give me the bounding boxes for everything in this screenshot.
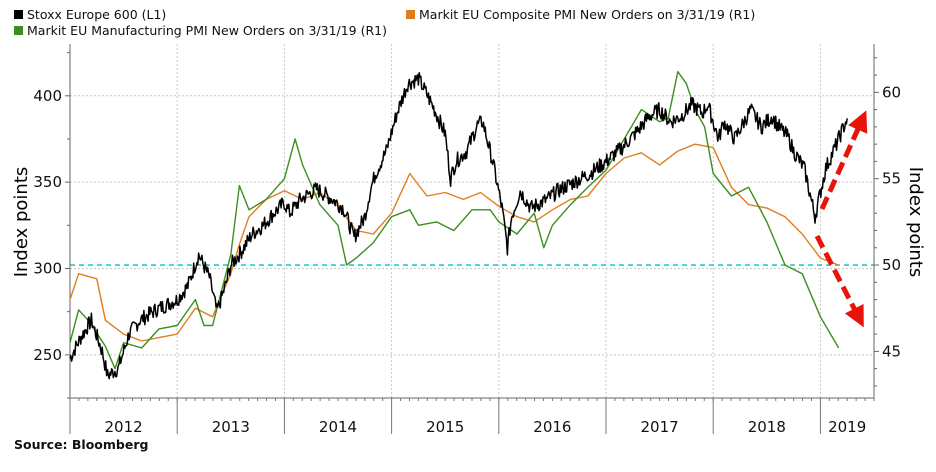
legend-swatch-black (14, 10, 23, 19)
legend-item-manufacturing-pmi: Markit EU Manufacturing PMI New Orders o… (14, 23, 387, 39)
source-note: Source: Bloomberg (14, 437, 149, 452)
annotation-arrows (814, 110, 868, 328)
series-line-0 (69, 72, 848, 380)
left-tick-label: 350 (33, 173, 62, 191)
right-tick-label: 60 (882, 83, 901, 101)
left-axis-title: Index points (11, 167, 32, 278)
x-tick-label: 2015 (426, 418, 464, 436)
legend-label: Stoxx Europe 600 (L1) (27, 7, 167, 22)
axes (65, 44, 879, 434)
down-trend-arrow (814, 234, 864, 328)
legend-label: Markit EU Manufacturing PMI New Orders o… (27, 23, 388, 38)
legend-swatch-green (14, 26, 23, 35)
legend-swatch-orange (406, 10, 415, 19)
x-tick-label: 2013 (212, 418, 250, 436)
series-line-2 (69, 70, 840, 370)
gridlines (70, 44, 874, 398)
x-tick-label: 2012 (105, 418, 143, 436)
left-tick-label: 400 (33, 87, 62, 105)
right-tick-label: 50 (882, 256, 901, 274)
left-tick-label: 300 (33, 259, 62, 277)
right-tick-label: 45 (882, 342, 901, 360)
x-tick-label: 2014 (319, 418, 357, 436)
legend-item-stoxx: Stoxx Europe 600 (L1) (14, 7, 166, 23)
series-lines (69, 70, 848, 380)
x-tick-label: 2019 (828, 418, 866, 436)
series-line-1 (69, 143, 839, 342)
x-tick-label: 2016 (533, 418, 571, 436)
legend-label: Markit EU Composite PMI New Orders on 3/… (419, 7, 756, 22)
x-tick-label: 2017 (641, 418, 679, 436)
up-trend-arrow (819, 110, 868, 211)
right-tick-label: 55 (882, 170, 901, 188)
legend-item-composite-pmi: Markit EU Composite PMI New Orders on 3/… (406, 7, 755, 23)
tick-labels: 250 300 350 400 45 50 55 60 2012 2013 2014 2015 2016… (33, 83, 901, 436)
x-tick-label: 2018 (748, 418, 786, 436)
right-axis-title: Index points (905, 167, 926, 278)
left-tick-label: 250 (33, 346, 62, 364)
